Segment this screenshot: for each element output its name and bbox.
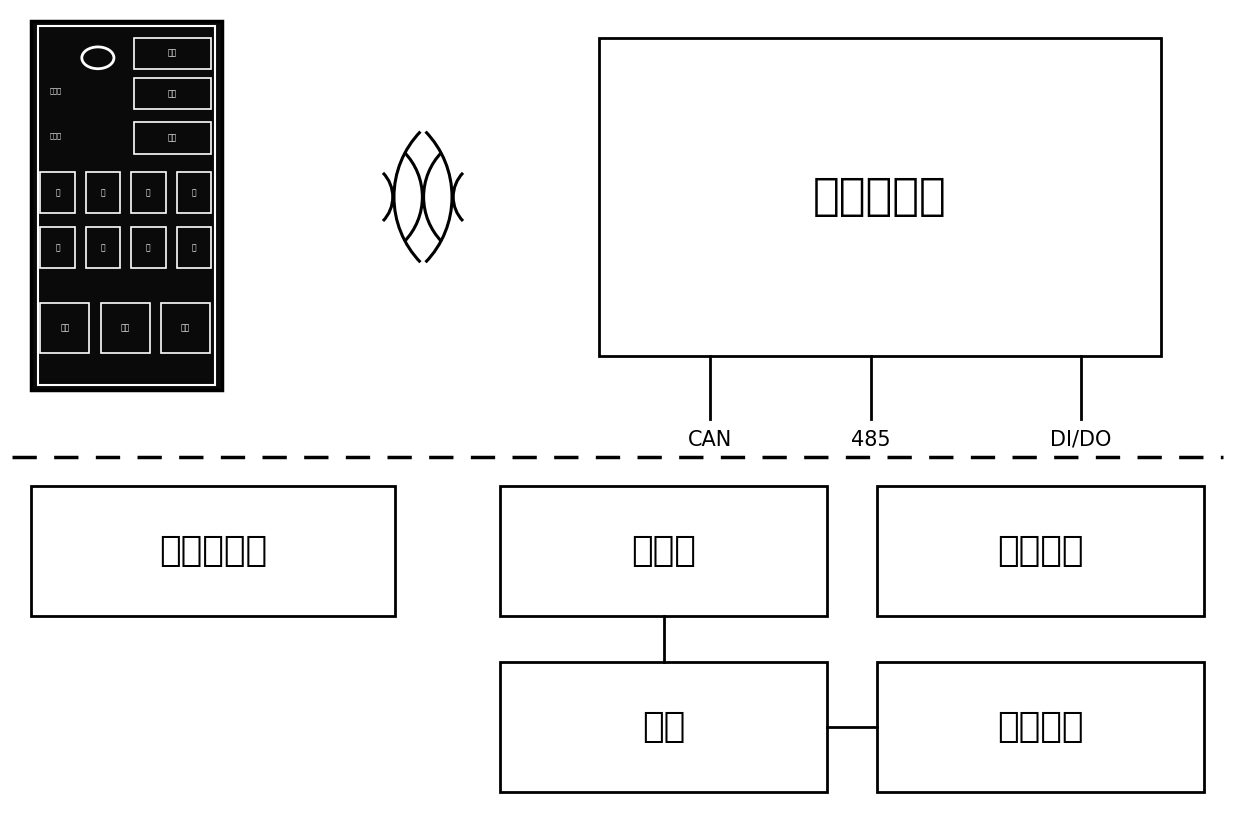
Text: 降: 降 (101, 243, 105, 252)
Text: 调平机构: 调平机构 (997, 710, 1084, 744)
Bar (500, 486, 827, 616)
Bar (131, 227, 165, 268)
Text: 参数: 参数 (61, 323, 69, 333)
Bar (41, 227, 75, 268)
Text: 同升: 同升 (168, 90, 177, 98)
Bar (85, 172, 120, 213)
Text: 降: 降 (56, 243, 61, 252)
Text: 调平控制器: 调平控制器 (813, 175, 947, 219)
Text: 手动: 手动 (121, 323, 130, 333)
Bar (41, 303, 89, 353)
Text: 退出: 退出 (168, 49, 177, 58)
Bar (177, 227, 211, 268)
Text: 电机: 电机 (642, 710, 685, 744)
Text: 倾角传感器: 倾角传感器 (159, 534, 267, 568)
Text: 驱动器: 驱动器 (631, 534, 697, 568)
Bar (38, 26, 215, 385)
Bar (31, 486, 395, 616)
Text: CAN: CAN (688, 430, 732, 450)
Bar (85, 227, 120, 268)
Text: DI/DO: DI/DO (1050, 430, 1112, 450)
Text: 升: 升 (56, 188, 61, 197)
Text: 左右：: 左右： (49, 132, 62, 138)
Bar (41, 172, 75, 213)
Bar (599, 38, 1161, 356)
Bar (877, 486, 1204, 616)
Bar (135, 38, 211, 69)
Text: 前后：: 前后： (49, 88, 62, 95)
Bar (161, 303, 210, 353)
Text: 升: 升 (101, 188, 105, 197)
Text: 降: 降 (146, 243, 151, 252)
Bar (135, 78, 211, 110)
Bar (177, 172, 211, 213)
Bar (101, 303, 149, 353)
Bar (131, 172, 165, 213)
Bar (500, 662, 827, 792)
Text: 限位开关: 限位开关 (997, 534, 1084, 568)
Text: 同降: 同降 (168, 133, 177, 142)
Text: 降: 降 (191, 243, 196, 252)
Bar (877, 662, 1204, 792)
Bar (31, 21, 222, 390)
Text: 升: 升 (191, 188, 196, 197)
Bar (135, 122, 211, 153)
Text: 升: 升 (146, 188, 151, 197)
Text: 自动: 自动 (180, 323, 190, 333)
Text: 485: 485 (851, 430, 890, 450)
